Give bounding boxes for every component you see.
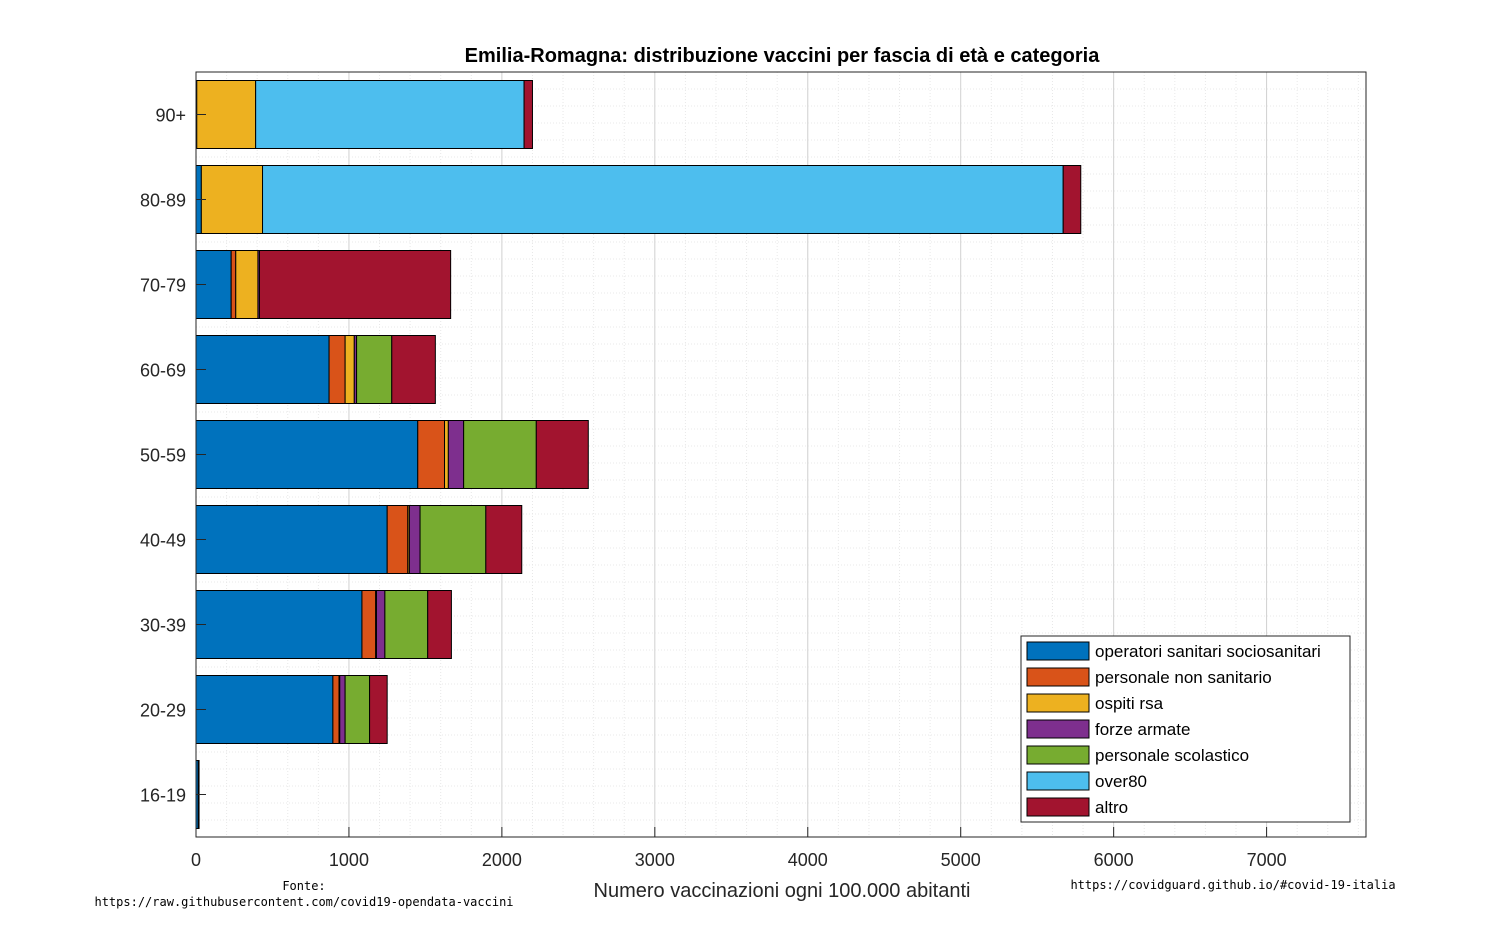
bar-segment xyxy=(356,335,393,404)
y-tick-label: 90+ xyxy=(155,106,186,126)
bar-segment xyxy=(375,590,386,659)
y-tick-label: 16-19 xyxy=(140,786,186,806)
site-url: https://covidguard.github.io/#covid-19-i… xyxy=(1070,878,1395,892)
axis-ticks: 0 1000 2000 3000 4000 5000 6000 7000 90+ 80-89 70-… xyxy=(140,106,1287,871)
x-tick-label: 4000 xyxy=(788,850,828,870)
bar-segment xyxy=(255,80,525,149)
bar-segment xyxy=(391,335,436,404)
bar-segment xyxy=(427,590,452,659)
bar-segment xyxy=(230,250,237,319)
bar-segment xyxy=(195,590,363,659)
y-tick-label: 20-29 xyxy=(140,701,186,721)
y-tick-label: 60-69 xyxy=(140,361,186,381)
legend-swatch xyxy=(1026,693,1090,713)
bar-segment xyxy=(369,675,388,744)
legend-entry-label: over80 xyxy=(1095,772,1147,791)
bar-segment xyxy=(195,505,388,574)
bar-segment xyxy=(535,420,589,489)
bar-segment xyxy=(195,335,330,404)
bars xyxy=(195,80,1082,829)
bar-segment xyxy=(523,80,533,149)
legend-entry-label: personale non sanitario xyxy=(1095,668,1272,687)
x-tick-label: 2000 xyxy=(482,850,522,870)
legend-entry-label: ospiti rsa xyxy=(1095,694,1164,713)
x-tick-label: 3000 xyxy=(635,850,675,870)
y-tick-label: 40-49 xyxy=(140,531,186,551)
bar-segment xyxy=(344,675,371,744)
legend-swatch xyxy=(1026,641,1090,661)
legend-swatch xyxy=(1026,719,1090,739)
y-tick-label: 70-79 xyxy=(140,276,186,296)
legend-entry-label: altro xyxy=(1095,798,1128,817)
legend: operatori sanitari sociosanitari personal… xyxy=(1020,635,1351,823)
x-tick-label: 6000 xyxy=(1094,850,1134,870)
x-tick-label: 1000 xyxy=(329,850,369,870)
bar-segment xyxy=(384,590,429,659)
bar-segment xyxy=(419,505,487,574)
bar-segment xyxy=(1062,165,1082,234)
bar-segment xyxy=(332,675,340,744)
bar-segment xyxy=(463,420,537,489)
legend-entry-label: forze armate xyxy=(1095,720,1190,739)
bar-segment xyxy=(344,335,355,404)
x-tick-label: 5000 xyxy=(941,850,981,870)
legend-swatch xyxy=(1026,797,1090,817)
legend-swatch xyxy=(1026,771,1090,791)
legend-swatch xyxy=(1026,745,1090,765)
x-axis-label: Numero vaccinazioni ogni 100.000 abitant… xyxy=(594,880,971,902)
source-url: https://raw.githubusercontent.com/covid1… xyxy=(94,895,513,909)
bar-segment xyxy=(195,420,419,489)
source-label: Fonte: xyxy=(282,879,325,893)
bar-segment xyxy=(235,250,259,319)
bar-segment xyxy=(328,335,346,404)
bar-segment xyxy=(258,250,452,319)
x-tick-label: 0 xyxy=(191,850,201,870)
bar-segment xyxy=(262,165,1064,234)
y-tick-label: 50-59 xyxy=(140,446,186,466)
chart-title: Emilia-Romagna: distribuzione vaccini pe… xyxy=(465,45,1101,67)
bar-segment xyxy=(339,675,346,744)
bar-segment xyxy=(485,505,523,574)
bar-segment xyxy=(386,505,409,574)
y-tick-label: 80-89 xyxy=(140,191,186,211)
bar-segment xyxy=(444,420,449,489)
bar-segment xyxy=(447,420,465,489)
bar-segment xyxy=(195,675,334,744)
bar-segment xyxy=(361,590,377,659)
y-tick-label: 30-39 xyxy=(140,616,186,636)
bar-segment xyxy=(417,420,446,489)
legend-entry-label: personale scolastico xyxy=(1095,746,1249,765)
bar-segment xyxy=(200,165,264,234)
legend-swatch xyxy=(1026,667,1090,687)
legend-entry-label: operatori sanitari sociosanitari xyxy=(1095,642,1321,661)
bar-segment xyxy=(408,505,421,574)
x-tick-label: 7000 xyxy=(1247,850,1287,870)
